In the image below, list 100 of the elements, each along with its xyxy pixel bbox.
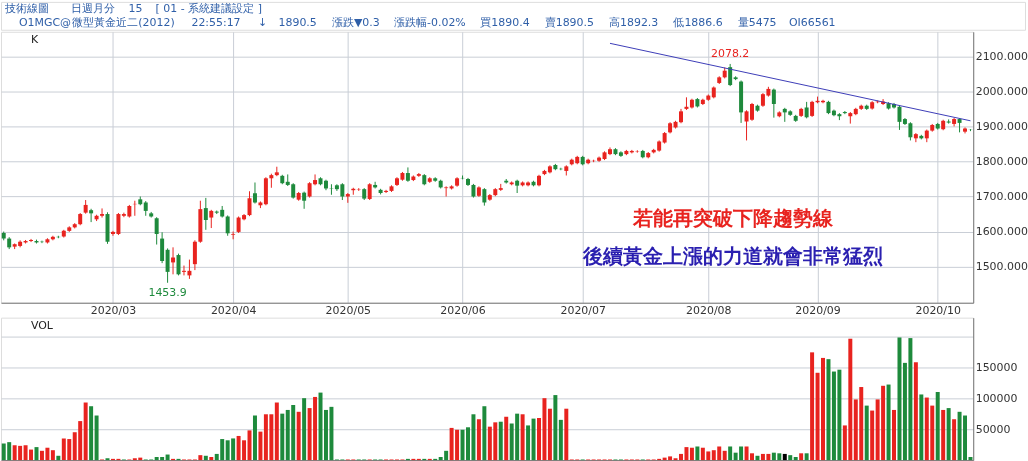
candlestick [913, 132, 918, 143]
bar [209, 457, 214, 461]
candlestick [302, 191, 307, 210]
text: 賣1890.5 [544, 15, 594, 29]
candlestick [384, 189, 389, 194]
text: 22:55:17 [191, 15, 241, 29]
bar [952, 419, 957, 461]
bar [722, 450, 727, 461]
text: 微型黃金近二(2012) [72, 15, 175, 29]
x-tick-label: 2020/10 [915, 304, 961, 318]
candlestick [165, 247, 170, 284]
chart-title: VOL [30, 318, 54, 332]
candlestick [252, 182, 257, 205]
candlestick [771, 88, 776, 119]
bar [274, 402, 279, 461]
x-tick-label: 2020/07 [560, 304, 606, 318]
bar [553, 395, 558, 461]
text: 漲跌幅-0.02% [394, 15, 466, 29]
bar [247, 430, 252, 461]
bar [526, 425, 531, 461]
annotation: 1453.9 [148, 285, 187, 299]
text: 漲跌▼0.3 [331, 15, 380, 29]
x-tick-label: 2020/05 [325, 304, 372, 318]
text: 高1892.3 [609, 15, 659, 29]
candlestick [231, 231, 236, 240]
text: 15 [128, 1, 143, 15]
candlestick [946, 118, 951, 125]
y-tick-label: 1800.000 [975, 154, 1028, 168]
candlestick [192, 239, 197, 271]
bar [864, 405, 869, 461]
bar [897, 337, 902, 461]
y-tick-label: 2000.000 [975, 84, 1028, 98]
bar [793, 457, 798, 461]
y-tick-label: 150000 [975, 360, 1018, 374]
bar [83, 402, 88, 461]
text: OI66561 [788, 15, 836, 29]
bar [558, 419, 563, 461]
bar [826, 359, 831, 461]
bar [56, 455, 61, 461]
y-tick-label: 100000 [975, 391, 1018, 405]
candlestick [89, 208, 94, 223]
candlestick [897, 105, 902, 131]
bar [476, 419, 481, 461]
x-tick-label: 2020/04 [210, 304, 257, 318]
bar [755, 455, 760, 461]
bar [886, 384, 891, 461]
candlestick [209, 209, 214, 229]
bar [892, 409, 897, 461]
candlestick [225, 214, 230, 237]
candlestick [247, 190, 252, 217]
candlestick [100, 207, 105, 219]
bar [946, 408, 951, 461]
y-tick-label: 1500.000 [975, 260, 1028, 274]
text: 1890.5 [278, 15, 317, 29]
bar [203, 455, 208, 461]
candlestick [963, 126, 968, 134]
bar [689, 447, 694, 461]
bar [531, 418, 536, 461]
candlestick [444, 185, 449, 198]
bar [547, 408, 552, 461]
bar [165, 454, 170, 461]
annotation: 若能再突破下降趨勢線 [632, 206, 835, 230]
y-tick-label: 2100.000 [975, 49, 1028, 63]
chart-title: K [30, 32, 39, 46]
y-tick-label: 50000 [975, 422, 1011, 436]
bar [302, 398, 307, 461]
candlestick [842, 110, 847, 115]
candlestick [203, 197, 208, 231]
bar [870, 410, 875, 461]
text: 技術線圖 [3, 1, 49, 15]
bar [296, 411, 301, 461]
bar [782, 453, 787, 461]
bar [913, 362, 918, 461]
bar [482, 406, 487, 461]
text: ↓ [258, 15, 268, 29]
bar [799, 453, 804, 461]
x-tick-label: 2020/06 [440, 304, 486, 318]
y-tick-label: 1600.000 [975, 225, 1028, 239]
candlestick [29, 238, 34, 243]
bar [564, 408, 569, 461]
bar [919, 394, 924, 461]
bar [728, 446, 733, 461]
bar [810, 352, 815, 461]
bar [520, 414, 525, 461]
bar [89, 406, 94, 461]
bar [804, 453, 809, 461]
text: 量5475 [737, 15, 777, 29]
x-tick-label: 2020/03 [90, 304, 137, 318]
x-tick-label: 2020/09 [795, 304, 841, 318]
bar [280, 413, 285, 461]
bar [935, 391, 940, 461]
bar [252, 415, 257, 461]
annotation: 後續黃金上漲的力道就會非常猛烈 [582, 244, 884, 268]
candlestick [405, 166, 410, 183]
bar [695, 446, 700, 461]
bar [94, 415, 99, 461]
annotation: 2078.2 [711, 46, 750, 60]
bar [498, 421, 503, 461]
bar [258, 431, 263, 461]
bar [504, 416, 509, 461]
